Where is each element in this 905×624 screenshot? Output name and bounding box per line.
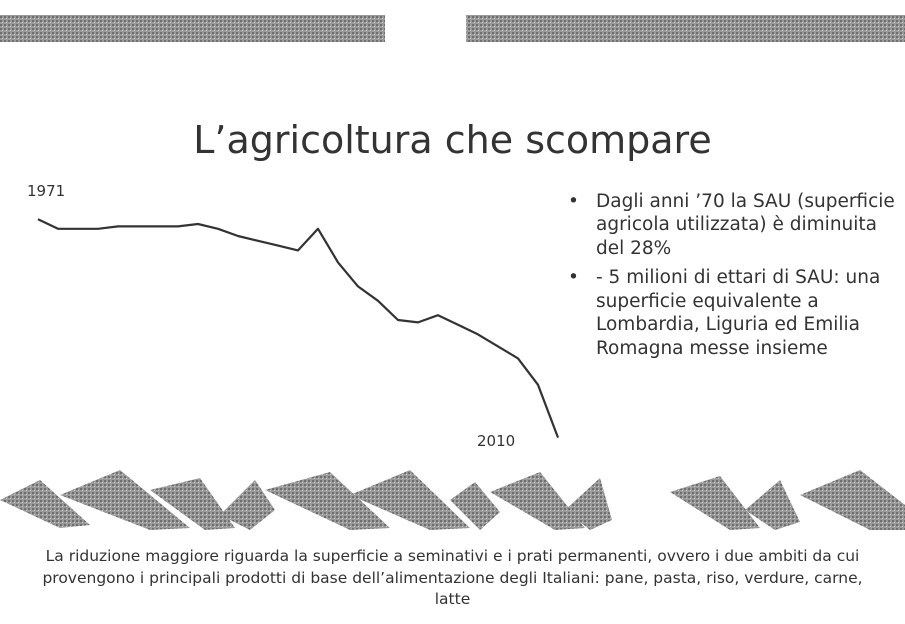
slide-title: L’agricoltura che scompare <box>0 118 905 162</box>
line <box>38 219 558 437</box>
bullet: - 5 milioni di ettari di SAU: una superf… <box>568 266 898 360</box>
caption: La riduzione maggiore riguarda la superf… <box>40 546 865 611</box>
end-label: 2010 <box>477 432 515 450</box>
decor-bar <box>466 15 905 42</box>
slide: 1971 2010 L’agricoltura che scompare Dag… <box>0 0 905 624</box>
bullet-list: Dagli anni ’70 la SAU (superficie agrico… <box>568 190 898 366</box>
decor-bar <box>0 15 385 42</box>
decor-grass <box>0 470 905 530</box>
bullet: Dagli anni ’70 la SAU (superficie agrico… <box>568 190 898 260</box>
start-label: 1971 <box>27 182 65 200</box>
